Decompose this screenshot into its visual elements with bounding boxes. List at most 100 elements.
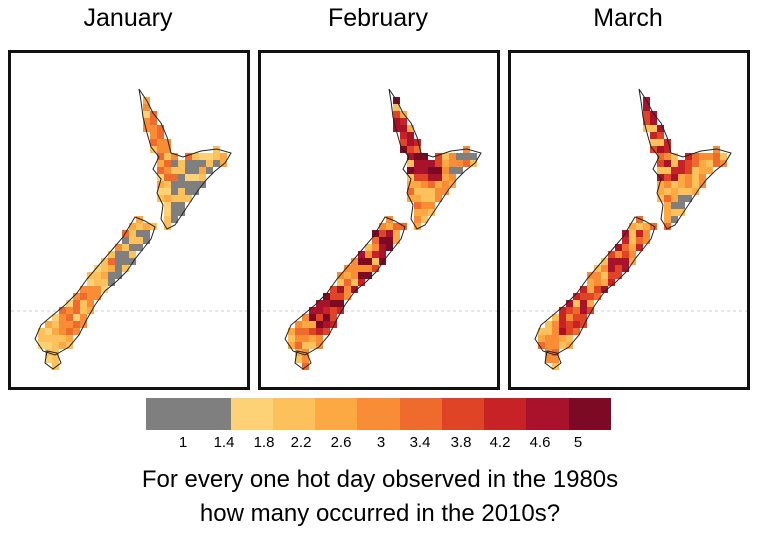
- legend-tick-label: 2.2: [290, 434, 312, 451]
- heat-cell: [302, 328, 309, 335]
- heat-cell: [309, 307, 316, 314]
- heat-cell: [664, 195, 671, 202]
- heat-cell: [463, 160, 470, 167]
- heat-cell: [52, 342, 59, 349]
- heat-cell: [671, 174, 678, 181]
- heat-cell: [38, 342, 45, 349]
- heat-cell: [407, 153, 414, 160]
- heat-cell: [442, 160, 449, 167]
- heat-cell: [302, 356, 309, 363]
- heat-cell: [344, 279, 351, 286]
- heat-cell: [685, 181, 692, 188]
- heat-cell: [150, 118, 157, 125]
- heat-cell: [192, 188, 199, 195]
- heat-cell: [414, 209, 421, 216]
- heat-cell: [421, 202, 428, 209]
- heat-cell: [372, 258, 379, 265]
- heat-cell: [73, 328, 80, 335]
- heat-cell: [295, 342, 302, 349]
- heat-cell: [199, 160, 206, 167]
- heat-cell: [435, 174, 442, 181]
- heat-cell: [365, 258, 372, 265]
- heat-cell: [164, 160, 171, 167]
- heat-cell: [309, 342, 316, 349]
- heat-cell: [657, 195, 664, 202]
- heat-cell: [643, 125, 650, 132]
- heat-cell: [358, 251, 365, 258]
- panel-title-march: March: [593, 4, 663, 32]
- heat-cell: [428, 174, 435, 181]
- heat-cell: [671, 167, 678, 174]
- heat-cell: [122, 258, 129, 265]
- heat-cell: [678, 195, 685, 202]
- heat-cell: [66, 342, 73, 349]
- heat-cell: [664, 174, 671, 181]
- heat-cell: [407, 174, 414, 181]
- heat-cell: [178, 160, 185, 167]
- heat-cell: [101, 279, 108, 286]
- heat-cell: [435, 195, 442, 202]
- heat-cell: [594, 286, 601, 293]
- heat-cell: [393, 118, 400, 125]
- heat-cell: [379, 251, 386, 258]
- heat-cell: [622, 265, 629, 272]
- legend-tick-label: 2.6: [330, 434, 352, 451]
- heat-cell: [580, 321, 587, 328]
- heat-cell: [664, 202, 671, 209]
- heat-cell: [393, 111, 400, 118]
- heat-cell: [302, 342, 309, 349]
- heat-cell: [414, 188, 421, 195]
- heat-cell: [414, 195, 421, 202]
- heat-cell: [545, 356, 552, 363]
- heat-cell: [601, 258, 608, 265]
- heat-cell: [157, 139, 164, 146]
- heat-cell: [435, 181, 442, 188]
- heat-cell: [115, 251, 122, 258]
- heat-cell: [164, 195, 171, 202]
- heat-cell: [421, 160, 428, 167]
- heat-cell: [59, 307, 66, 314]
- heat-cell: [323, 300, 330, 307]
- heat-cell: [664, 153, 671, 160]
- heat-cell: [692, 160, 699, 167]
- heat-cell: [421, 174, 428, 181]
- heat-cell: [52, 321, 59, 328]
- heat-cell: [323, 328, 330, 335]
- heat-cell: [309, 335, 316, 342]
- heat-cell: [601, 279, 608, 286]
- heat-cell: [171, 153, 178, 160]
- heat-cell: [213, 153, 220, 160]
- heat-cell: [407, 139, 414, 146]
- heat-cell: [664, 146, 671, 153]
- heat-cell: [538, 328, 545, 335]
- heat-cell: [421, 195, 428, 202]
- heat-cell: [428, 209, 435, 216]
- heat-cell: [178, 181, 185, 188]
- heat-cell: [129, 244, 136, 251]
- heat-cell: [73, 314, 80, 321]
- heat-cell: [552, 321, 559, 328]
- heat-cell: [365, 251, 372, 258]
- heat-cell: [566, 342, 573, 349]
- map-panel-march: [508, 50, 750, 390]
- stewart-island-outline: [294, 350, 312, 370]
- heat-cell: [400, 132, 407, 139]
- heat-cell: [671, 181, 678, 188]
- heat-cell: [323, 307, 330, 314]
- heat-cell: [657, 160, 664, 167]
- heat-cell: [164, 181, 171, 188]
- heat-cell: [414, 160, 421, 167]
- stewart-island-outline: [544, 350, 562, 370]
- caption-line-2: how many occurred in the 2010s?: [199, 500, 561, 527]
- heat-cell: [164, 146, 171, 153]
- heat-cell: [608, 251, 615, 258]
- heat-cell: [73, 300, 80, 307]
- heat-cell: [386, 230, 393, 237]
- heat-cell: [664, 216, 671, 223]
- heat-cell: [59, 328, 66, 335]
- heat-cell: [66, 335, 73, 342]
- heat-cell: [559, 335, 566, 342]
- heat-cell: [52, 328, 59, 335]
- heat-cell: [164, 167, 171, 174]
- heat-cell: [636, 244, 643, 251]
